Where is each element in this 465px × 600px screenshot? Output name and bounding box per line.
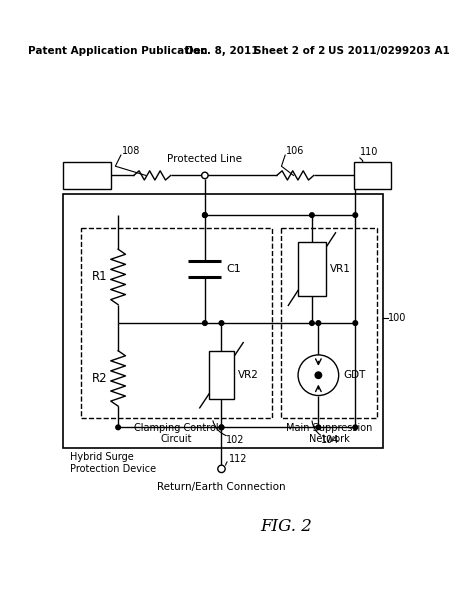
Text: 112: 112 xyxy=(229,454,247,464)
Circle shape xyxy=(202,172,208,179)
Text: 108: 108 xyxy=(122,146,140,155)
Circle shape xyxy=(203,213,207,217)
Circle shape xyxy=(298,355,339,395)
Bar xyxy=(209,351,234,399)
Text: R1: R1 xyxy=(92,271,107,283)
Text: Protected Line: Protected Line xyxy=(167,154,242,164)
Bar xyxy=(354,161,391,189)
Text: 100: 100 xyxy=(388,313,406,323)
Text: C1: C1 xyxy=(226,264,241,274)
Circle shape xyxy=(116,425,120,430)
Circle shape xyxy=(316,425,321,430)
Circle shape xyxy=(316,321,321,325)
Circle shape xyxy=(353,425,358,430)
Text: Return/Earth Connection: Return/Earth Connection xyxy=(157,482,286,492)
Text: Main Suppression
Network: Main Suppression Network xyxy=(286,423,372,445)
Bar xyxy=(281,228,377,418)
Circle shape xyxy=(203,213,207,217)
Text: FIG. 2: FIG. 2 xyxy=(260,518,312,535)
Text: VR1: VR1 xyxy=(329,264,350,274)
Text: 106: 106 xyxy=(286,146,305,155)
Circle shape xyxy=(219,425,224,430)
Text: 102: 102 xyxy=(226,435,245,445)
Circle shape xyxy=(310,321,314,325)
Bar xyxy=(298,242,326,296)
Text: Patent Application Publication: Patent Application Publication xyxy=(28,46,207,56)
Bar xyxy=(81,228,272,418)
Circle shape xyxy=(218,465,225,473)
Circle shape xyxy=(353,213,358,217)
Text: Dec. 8, 2011: Dec. 8, 2011 xyxy=(185,46,258,56)
Circle shape xyxy=(353,321,358,325)
Circle shape xyxy=(310,213,314,217)
Text: Patent Application Publication: Patent Application Publication xyxy=(28,48,48,49)
Text: R2: R2 xyxy=(92,372,107,385)
Text: GDT: GDT xyxy=(343,370,365,380)
Text: Load: Load xyxy=(361,170,385,181)
Text: VR2: VR2 xyxy=(238,370,259,380)
Bar xyxy=(63,161,111,189)
Text: Power
Source: Power Source xyxy=(70,164,103,186)
Text: Clamping Control
Circuit: Clamping Control Circuit xyxy=(134,423,219,445)
Circle shape xyxy=(315,372,322,379)
Text: US 2011/0299203 A1: US 2011/0299203 A1 xyxy=(328,46,449,56)
Text: Sheet 2 of 2: Sheet 2 of 2 xyxy=(254,46,325,56)
Circle shape xyxy=(203,321,207,325)
Text: Hybrid Surge
Protection Device: Hybrid Surge Protection Device xyxy=(70,452,156,474)
Text: 110: 110 xyxy=(360,148,378,157)
Circle shape xyxy=(219,425,224,430)
Bar xyxy=(63,194,383,448)
Text: 104: 104 xyxy=(321,435,339,445)
Circle shape xyxy=(219,321,224,325)
